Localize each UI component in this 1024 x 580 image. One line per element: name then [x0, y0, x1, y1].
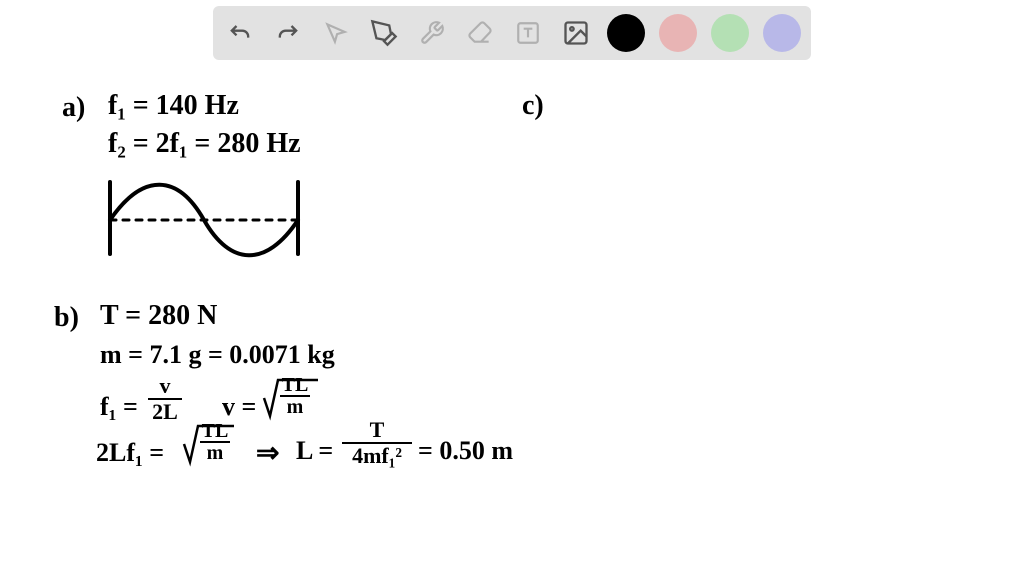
pointer-tool[interactable] — [319, 16, 353, 50]
color-red[interactable] — [659, 14, 697, 52]
eraser-tool[interactable] — [463, 16, 497, 50]
fraction-tl-m-1: TL m — [280, 376, 310, 416]
redo-button[interactable] — [271, 16, 305, 50]
wave-diagram — [98, 176, 318, 266]
text-a-line1: f₁ = 140 Hz — [108, 90, 239, 122]
drawing-canvas[interactable]: a) f₁ = 140 Hz f₂ = 2f₁ = 280 Hz c) b) T… — [0, 70, 1024, 580]
fraction-v-2l: v 2L — [148, 376, 182, 422]
text-b-line1: T = 280 N — [100, 300, 217, 332]
text-tool[interactable] — [511, 16, 545, 50]
text-b-line3a: f₁ = — [100, 392, 138, 422]
image-tool[interactable] — [559, 16, 593, 50]
text-b-line4a: 2Lf₁ = — [96, 438, 164, 468]
text-b-line3b: v = — [222, 392, 256, 422]
arrow-implies: ⇒ — [256, 436, 279, 470]
text-a-line2: f₂ = 2f₁ = 280 Hz — [108, 128, 301, 160]
text-b-line4b: L = — [296, 436, 333, 466]
label-b: b) — [54, 302, 79, 334]
color-green[interactable] — [711, 14, 749, 52]
tools-icon[interactable] — [415, 16, 449, 50]
drawing-toolbar — [213, 6, 811, 60]
label-a: a) — [62, 92, 85, 124]
text-b-line2: m = 7.1 g = 0.0071 kg — [100, 340, 335, 370]
color-black[interactable] — [607, 14, 645, 52]
label-c: c) — [522, 90, 544, 122]
fraction-t-4mf12: T 4mf₁² — [342, 420, 412, 466]
color-purple[interactable] — [763, 14, 801, 52]
undo-button[interactable] — [223, 16, 257, 50]
text-b-line4c: = 0.50 m — [418, 436, 513, 466]
fraction-tl-m-2: TL m — [200, 422, 230, 462]
pen-tool[interactable] — [367, 16, 401, 50]
